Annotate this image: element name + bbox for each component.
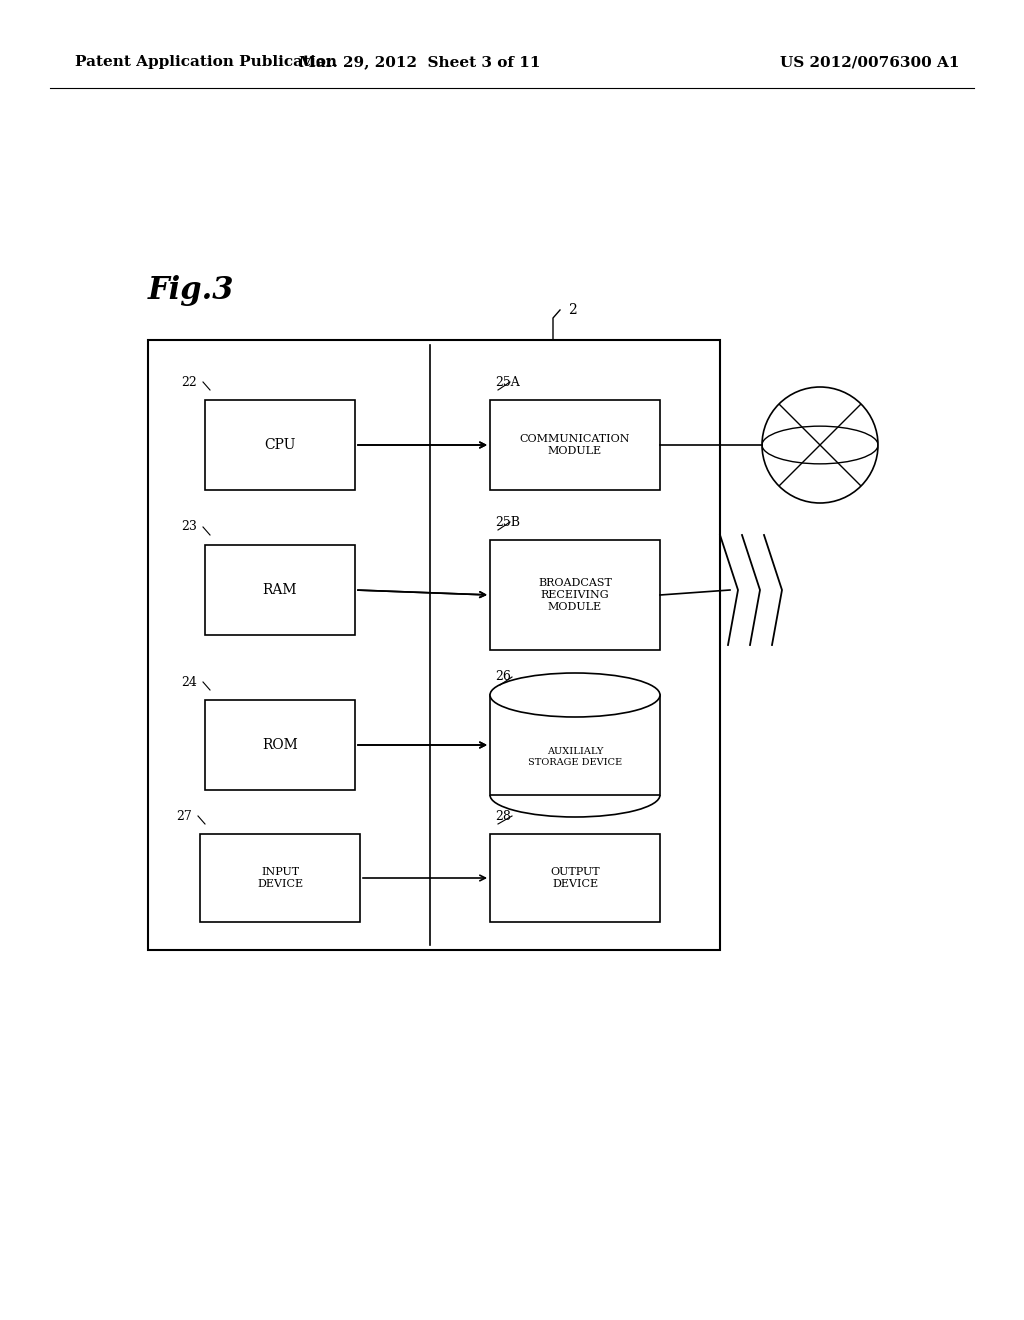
Bar: [205, 400, 355, 490]
Text: CPU: CPU: [264, 438, 296, 451]
Text: 22: 22: [181, 375, 197, 388]
Text: 23: 23: [181, 520, 197, 533]
Circle shape: [762, 387, 878, 503]
Bar: [205, 545, 355, 635]
Bar: [148, 341, 720, 950]
Text: 25A: 25A: [495, 375, 520, 388]
Text: INPUT
DEVICE: INPUT DEVICE: [257, 867, 303, 888]
Text: Patent Application Publication: Patent Application Publication: [75, 55, 337, 69]
Bar: [490, 696, 660, 795]
Text: RAM: RAM: [263, 583, 297, 597]
Bar: [490, 400, 660, 490]
Text: 27: 27: [176, 809, 193, 822]
Bar: [490, 540, 660, 649]
Text: ROM: ROM: [262, 738, 298, 752]
Bar: [205, 700, 355, 789]
Text: OUTPUT
DEVICE: OUTPUT DEVICE: [550, 867, 600, 888]
Text: Fig.3: Fig.3: [148, 275, 234, 305]
Text: 28: 28: [495, 809, 511, 822]
Text: 25B: 25B: [495, 516, 520, 528]
Text: Mar. 29, 2012  Sheet 3 of 11: Mar. 29, 2012 Sheet 3 of 11: [299, 55, 541, 69]
Text: 26: 26: [495, 671, 511, 684]
Text: AUXILIALY
STORAGE DEVICE: AUXILIALY STORAGE DEVICE: [528, 747, 622, 767]
Text: US 2012/0076300 A1: US 2012/0076300 A1: [780, 55, 961, 69]
Text: 2: 2: [568, 304, 577, 317]
Text: COMMUNICATION
MODULE: COMMUNICATION MODULE: [520, 434, 630, 455]
Bar: [490, 834, 660, 921]
Text: 24: 24: [181, 676, 197, 689]
Ellipse shape: [490, 673, 660, 717]
Bar: [200, 834, 360, 921]
Text: BROADCAST
RECEIVING
MODULE: BROADCAST RECEIVING MODULE: [538, 578, 612, 611]
